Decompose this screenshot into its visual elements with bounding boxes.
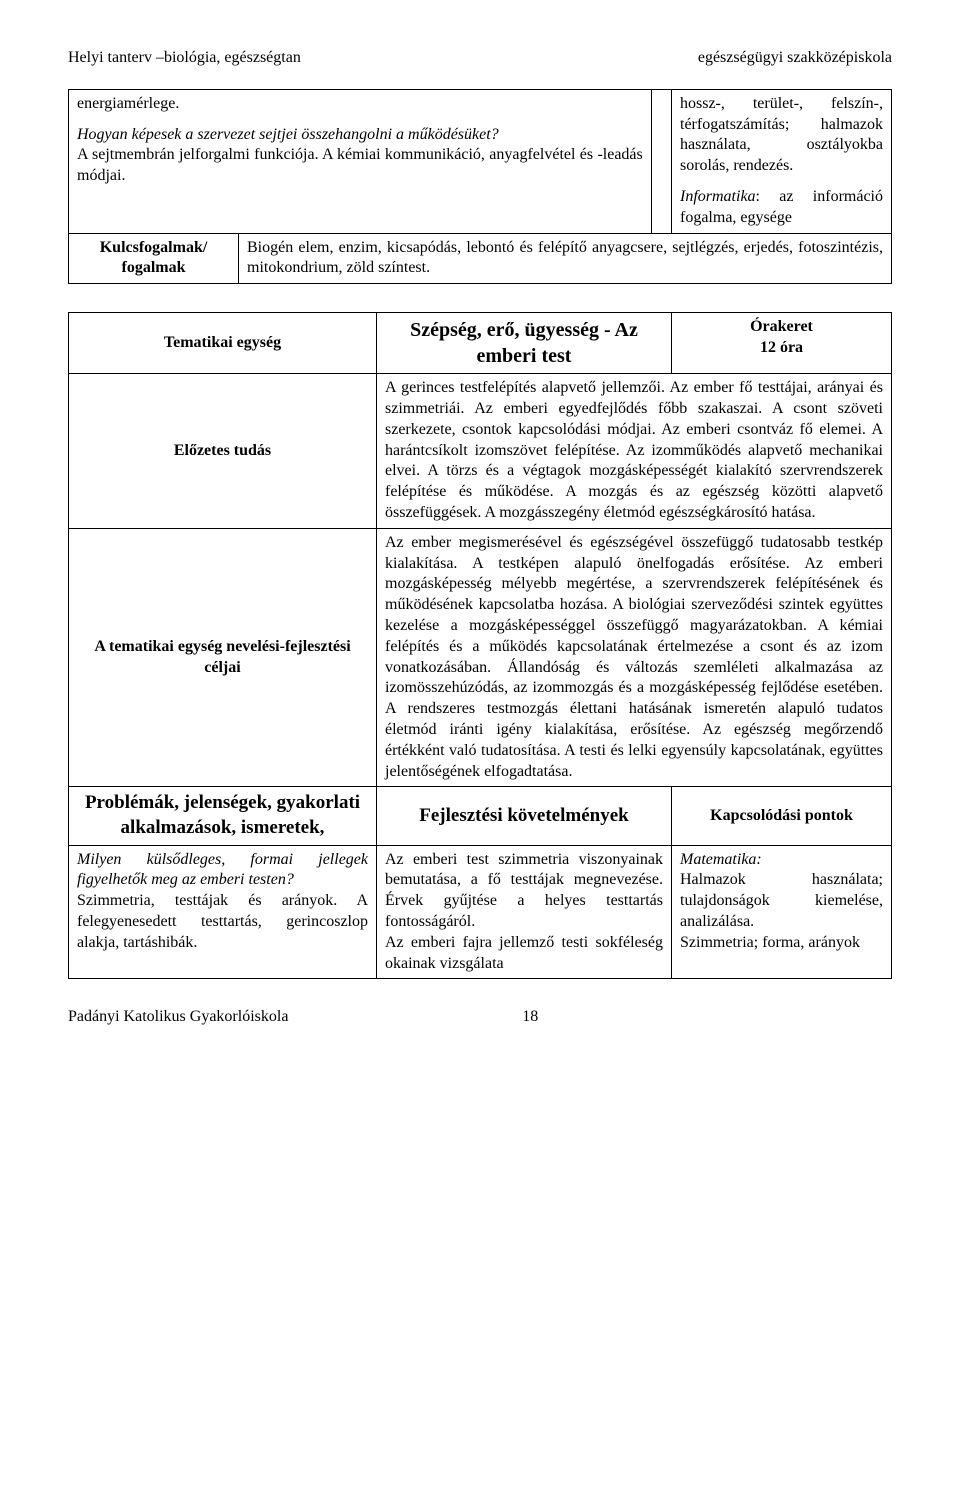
t2-r1c1: Tematikai egység	[69, 313, 377, 374]
footer-left: Padányi Katolikus Gyakorlóiskola	[68, 1007, 288, 1028]
t2-r5c2-b: Az emberi fajra jellemző testi sokfélesé…	[385, 933, 663, 975]
table-2: Tematikai egység Szépség, erő, ügyesség …	[68, 312, 892, 979]
t1-r1c1-p3: A sejtmembrán jelforgalmi funkciója. A k…	[77, 145, 643, 187]
t1-r1c2-empty	[651, 89, 671, 233]
t2-r3c1: A tematikai egység nevelési-fejlesztési …	[69, 528, 377, 787]
t2-r1c2: Szépség, erő, ügyesség - Az emberi test	[377, 313, 672, 374]
t1-r2c1: Kulcsfogalmak/ fogalmak	[69, 233, 239, 284]
t2-r5c3: Matematika: Halmazok használata; tulajdo…	[672, 845, 892, 979]
t2-r5c2-a: Az emberi test szimmetria viszonyainak b…	[385, 850, 663, 933]
t2-r3c2: Az ember megismerésével és egészségével …	[377, 528, 892, 787]
t1-r1c1: energiamérlege. Hogyan képesek a szervez…	[69, 89, 652, 233]
t2-r5c1-i: Milyen külsődleges, formai jellegek figy…	[77, 850, 368, 892]
footer-page: 18	[522, 1007, 538, 1028]
t1-informatika: Informatika	[680, 188, 756, 205]
t2-r2c1: Előzetes tudás	[69, 374, 377, 529]
t1-r1c3-p1: hossz-, terület-, felszín-, térfogatszám…	[680, 94, 883, 177]
t2-r5c2: Az emberi test szimmetria viszonyainak b…	[377, 845, 672, 979]
t2-r4c1: Problémák, jelenségek, gyakorlati alkalm…	[69, 787, 377, 845]
t1-r1c3-p2: Informatika: az információ fogalma, egys…	[680, 187, 883, 229]
header-right: egészségügyi szakközépiskola	[698, 48, 892, 69]
orakeret-label: Órakeret	[680, 317, 883, 338]
t2-r5c1: Milyen külsődleges, formai jellegek figy…	[69, 845, 377, 979]
header-left: Helyi tanterv –biológia, egészségtan	[68, 48, 301, 69]
table-1: energiamérlege. Hogyan képesek a szervez…	[68, 89, 892, 284]
t1-r1c1-p1: energiamérlege.	[77, 94, 643, 115]
orakeret-value: 12 óra	[680, 338, 883, 359]
t1-r1c1-p2: Hogyan képesek a szervezet sejtjei össze…	[77, 125, 643, 146]
t2-r5c1-p: Szimmetria, testtájak és arányok. A fele…	[77, 891, 368, 953]
t1-r2c2: Biogén elem, enzim, kicsapódás, lebontó …	[239, 233, 892, 284]
t2-r5c3-p2: Szimmetria; forma, arányok	[680, 933, 883, 954]
t2-r4c2: Fejlesztési követelmények	[377, 787, 672, 845]
t2-r2c2: A gerinces testfelépítés alapvető jellem…	[377, 374, 892, 529]
page-header: Helyi tanterv –biológia, egészségtan egé…	[68, 48, 892, 69]
t2-r5c3-p: Halmazok használata; tulajdonságok kieme…	[680, 870, 883, 932]
t1-r1c3: hossz-, terület-, felszín-, térfogatszám…	[672, 89, 892, 233]
page-footer: Padányi Katolikus Gyakorlóiskola 18	[68, 1007, 892, 1028]
t2-r4c3: Kapcsolódási pontok	[672, 787, 892, 845]
t2-r1c3: Órakeret 12 óra	[672, 313, 892, 374]
t2-r5c3-i: Matematika:	[680, 850, 883, 871]
